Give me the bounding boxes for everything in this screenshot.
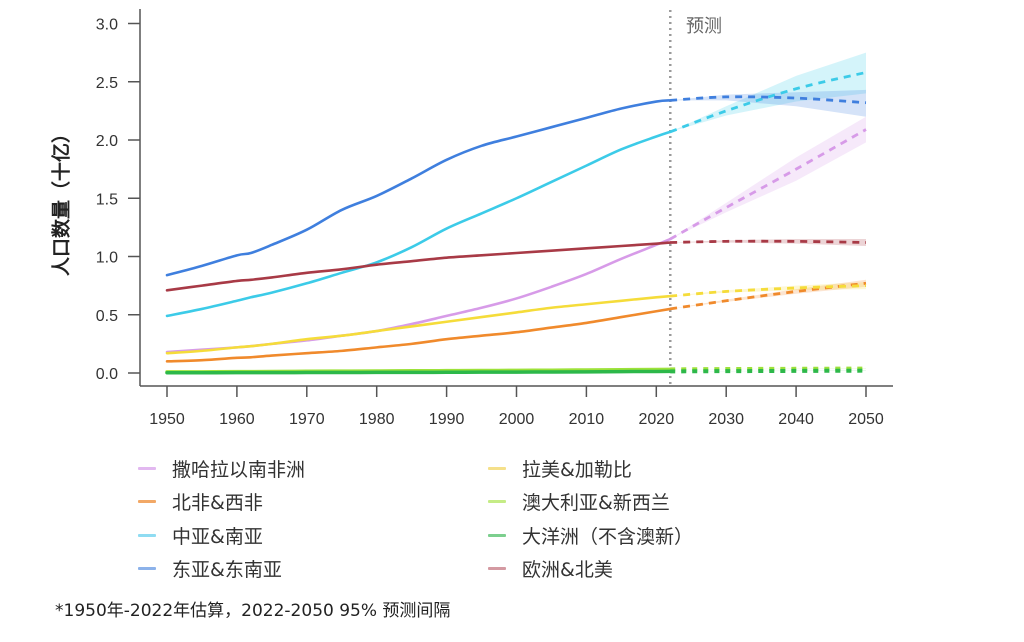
legend-label: 中亚&南亚 xyxy=(172,525,263,548)
y-tick-label: 2.5 xyxy=(96,75,118,92)
legend-item[interactable]: 中亚&南亚 xyxy=(138,520,263,550)
legend-label: 大洋洲（不含澳新） xyxy=(522,525,694,548)
x-tick-label: 1980 xyxy=(359,411,395,428)
series-0-estimate-line xyxy=(165,237,672,354)
legend-item[interactable]: 北非&西非 xyxy=(138,486,263,516)
footnote: *1950年-2022年估算，2022-2050 95% 预测间隔 xyxy=(55,601,451,621)
series-0-forecast-line xyxy=(669,128,867,241)
y-tick-label: 3.0 xyxy=(96,17,118,34)
legend-swatch xyxy=(138,499,156,503)
x-tick-label: 1990 xyxy=(429,411,465,428)
x-tick-label: 2010 xyxy=(569,411,605,428)
series-7-estimate-line xyxy=(165,241,672,292)
legend-swatch xyxy=(488,533,506,537)
series-lines xyxy=(165,71,867,375)
y-tick-label: 2.0 xyxy=(96,133,118,150)
legend-item[interactable]: 大洋洲（不含澳新） xyxy=(488,520,693,550)
x-tick-label: 2040 xyxy=(778,411,814,428)
legend-label: 撒哈拉以南非洲 xyxy=(172,458,306,481)
series-2-estimate-line xyxy=(165,130,672,318)
series-1-forecast-line xyxy=(670,281,867,311)
legend-label: 澳大利亚&新西兰 xyxy=(522,491,670,514)
population-chart: 0.00.51.01.52.02.53.0 1950 1960 1970 1980 19… xyxy=(50,9,893,428)
x-tick-label: 1950 xyxy=(149,411,185,428)
y-tick-label: 1.5 xyxy=(96,191,118,208)
legend-item[interactable]: 欧洲&北美 xyxy=(488,553,613,583)
forecast-label: 预测 xyxy=(686,16,722,37)
y-tick-label: 1.0 xyxy=(96,250,118,267)
series-6-forecast-line xyxy=(670,368,867,374)
legend-label: 拉美&加勒比 xyxy=(522,458,632,481)
x-tick-label: 2030 xyxy=(708,411,744,428)
legend-item[interactable]: 澳大利亚&新西兰 xyxy=(488,486,670,516)
series-7-forecast-line xyxy=(670,239,867,244)
x-tick-label: 2050 xyxy=(848,411,884,428)
legend-label: 北非&西非 xyxy=(172,491,263,514)
series-1-estimate-line xyxy=(165,307,672,363)
series-4-forecast-band xyxy=(670,282,866,297)
x-tick-label: 1960 xyxy=(219,411,255,428)
legend-label: 欧洲&北美 xyxy=(522,558,613,581)
legend-swatch xyxy=(488,499,506,503)
series-4-forecast-line xyxy=(670,284,867,298)
series-6-estimate-line xyxy=(165,369,673,375)
legend-swatch xyxy=(488,466,506,470)
x-tick-label: 2020 xyxy=(639,411,675,428)
legend-item[interactable]: 东亚&东南亚 xyxy=(138,553,282,583)
legend-label: 东亚&东南亚 xyxy=(172,558,282,581)
series-5-forecast-line xyxy=(670,366,867,372)
legend-swatch xyxy=(138,533,156,537)
x-tick-label: 2000 xyxy=(499,411,535,428)
legend-swatch xyxy=(138,566,156,570)
series-4-estimate-line xyxy=(165,294,672,355)
forecast-bands xyxy=(670,52,866,372)
y-tick-label: 0.5 xyxy=(96,308,118,325)
legend-swatch xyxy=(488,566,506,570)
y-ticks: 0.0 0.5 1.0 1.5 2.0 2.5 3.0 xyxy=(96,17,140,383)
series-3-forecast-band xyxy=(670,89,866,117)
series-3-estimate-line xyxy=(165,99,672,277)
series-0-forecast-band xyxy=(670,116,866,240)
y-axis-label: 人口数量（十亿） xyxy=(50,124,73,276)
series-3-forecast-line xyxy=(670,95,867,105)
legend: 撒哈拉以南非洲 北非&西非 中亚&南亚 东亚&东南亚 拉美&加勒比 澳大利亚&新… xyxy=(138,453,778,583)
legend-item[interactable]: 撒哈拉以南非洲 xyxy=(138,453,305,483)
legend-item[interactable]: 拉美&加勒比 xyxy=(488,453,632,483)
series-2-forecast-line xyxy=(669,71,867,134)
x-tick-label: 1970 xyxy=(289,411,325,428)
y-tick-label: 0.0 xyxy=(96,366,118,383)
x-ticks: 1950 1960 1970 1980 1990 2000 2010 2020 2030 2040… xyxy=(149,386,884,428)
legend-swatch xyxy=(138,466,156,470)
